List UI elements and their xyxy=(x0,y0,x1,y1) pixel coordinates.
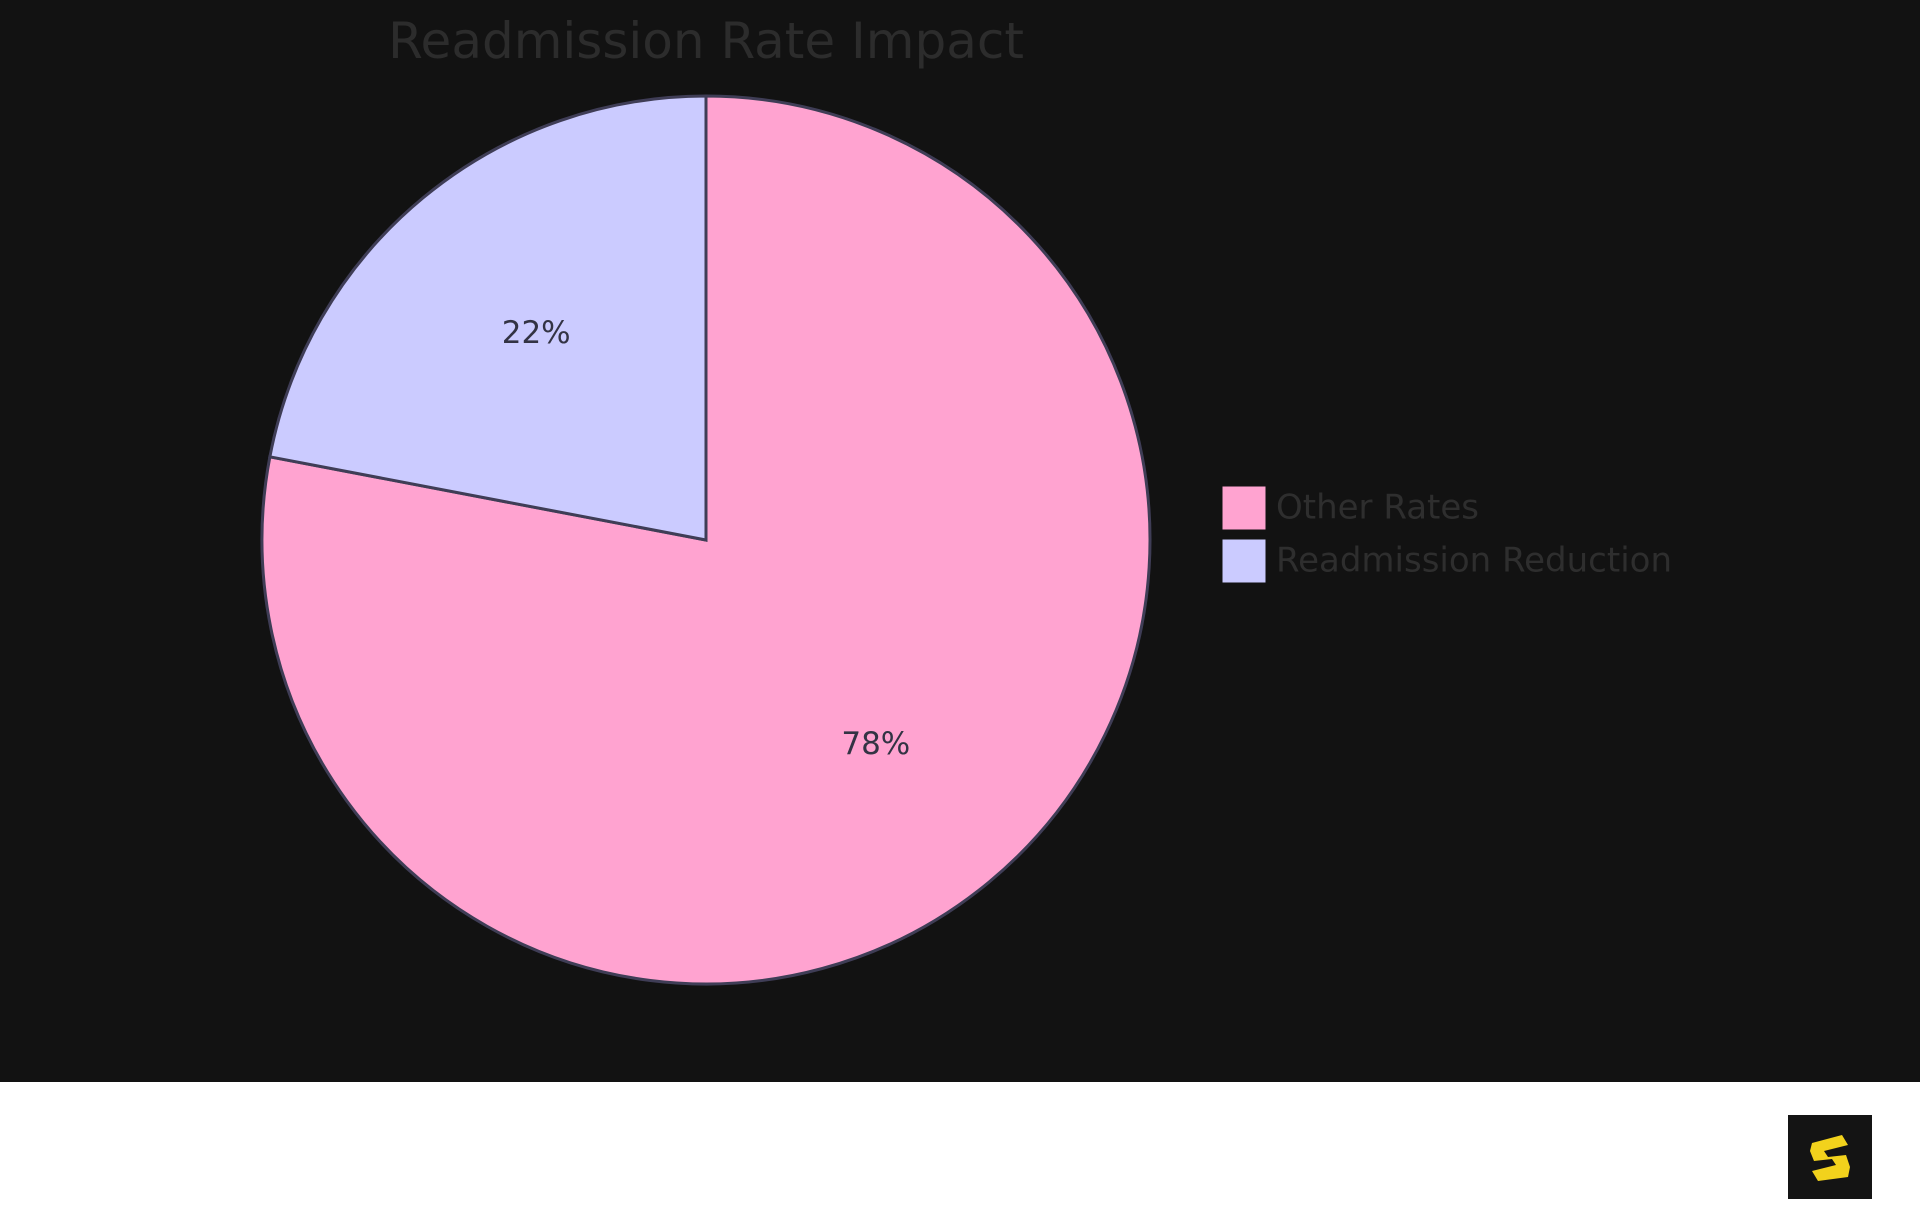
brand-s-logo-icon xyxy=(1788,1115,1872,1199)
legend-swatch-other-rates xyxy=(1221,485,1267,531)
slice-label-readmission-reduction: 22% xyxy=(502,315,571,351)
pie-slice-readmission-reduction xyxy=(268,94,708,542)
slice-label-other-rates: 78% xyxy=(841,726,910,762)
legend-label-readmission-reduction: Readmission Reduction xyxy=(1276,541,1672,581)
chart-title: Readmission Rate Impact xyxy=(388,12,1024,70)
slice-labels: 78% 22% xyxy=(502,315,911,762)
logo-glyph xyxy=(1810,1135,1850,1181)
legend: Other Rates Readmission Reduction xyxy=(1221,485,1672,584)
footer xyxy=(0,1082,1920,1215)
chart-panel: Readmission Rate Impact 78% 22% Other Rat… xyxy=(0,0,1920,1082)
pie-chart: Readmission Rate Impact 78% 22% Other Rat… xyxy=(260,12,1672,986)
pie-slices xyxy=(260,94,1152,986)
legend-label-other-rates: Other Rates xyxy=(1276,488,1479,528)
legend-swatch-readmission-reduction xyxy=(1221,538,1267,584)
pie-slice-other-rates xyxy=(260,94,1152,986)
